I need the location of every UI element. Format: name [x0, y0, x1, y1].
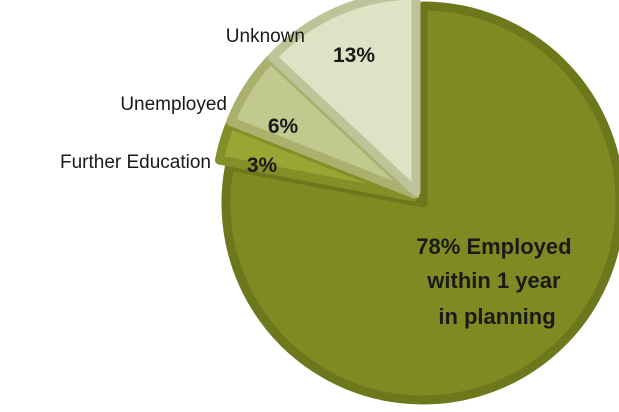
category-label-further-education: Further Education [60, 152, 211, 173]
slice-label-employed: 78% Employed within 1 year in planning [416, 234, 577, 329]
slice-value-unemployed: 6% [268, 115, 299, 138]
slice-label-employed-line-3: in planning [438, 304, 555, 329]
slice-value-further-education: 3% [247, 154, 278, 177]
slice-value-unknown: 13% [333, 44, 375, 67]
slice-label-employed-line-2: within 1 year [426, 268, 561, 293]
slice-label-employed-line-1: 78% Employed [416, 234, 571, 259]
pie-slice-employed [221, 1, 619, 405]
category-label-unemployed: Unemployed [120, 94, 227, 115]
category-label-unknown: Unknown [226, 26, 305, 47]
pie-slice-unknown [267, 0, 421, 197]
pie-slices [214, 0, 619, 405]
